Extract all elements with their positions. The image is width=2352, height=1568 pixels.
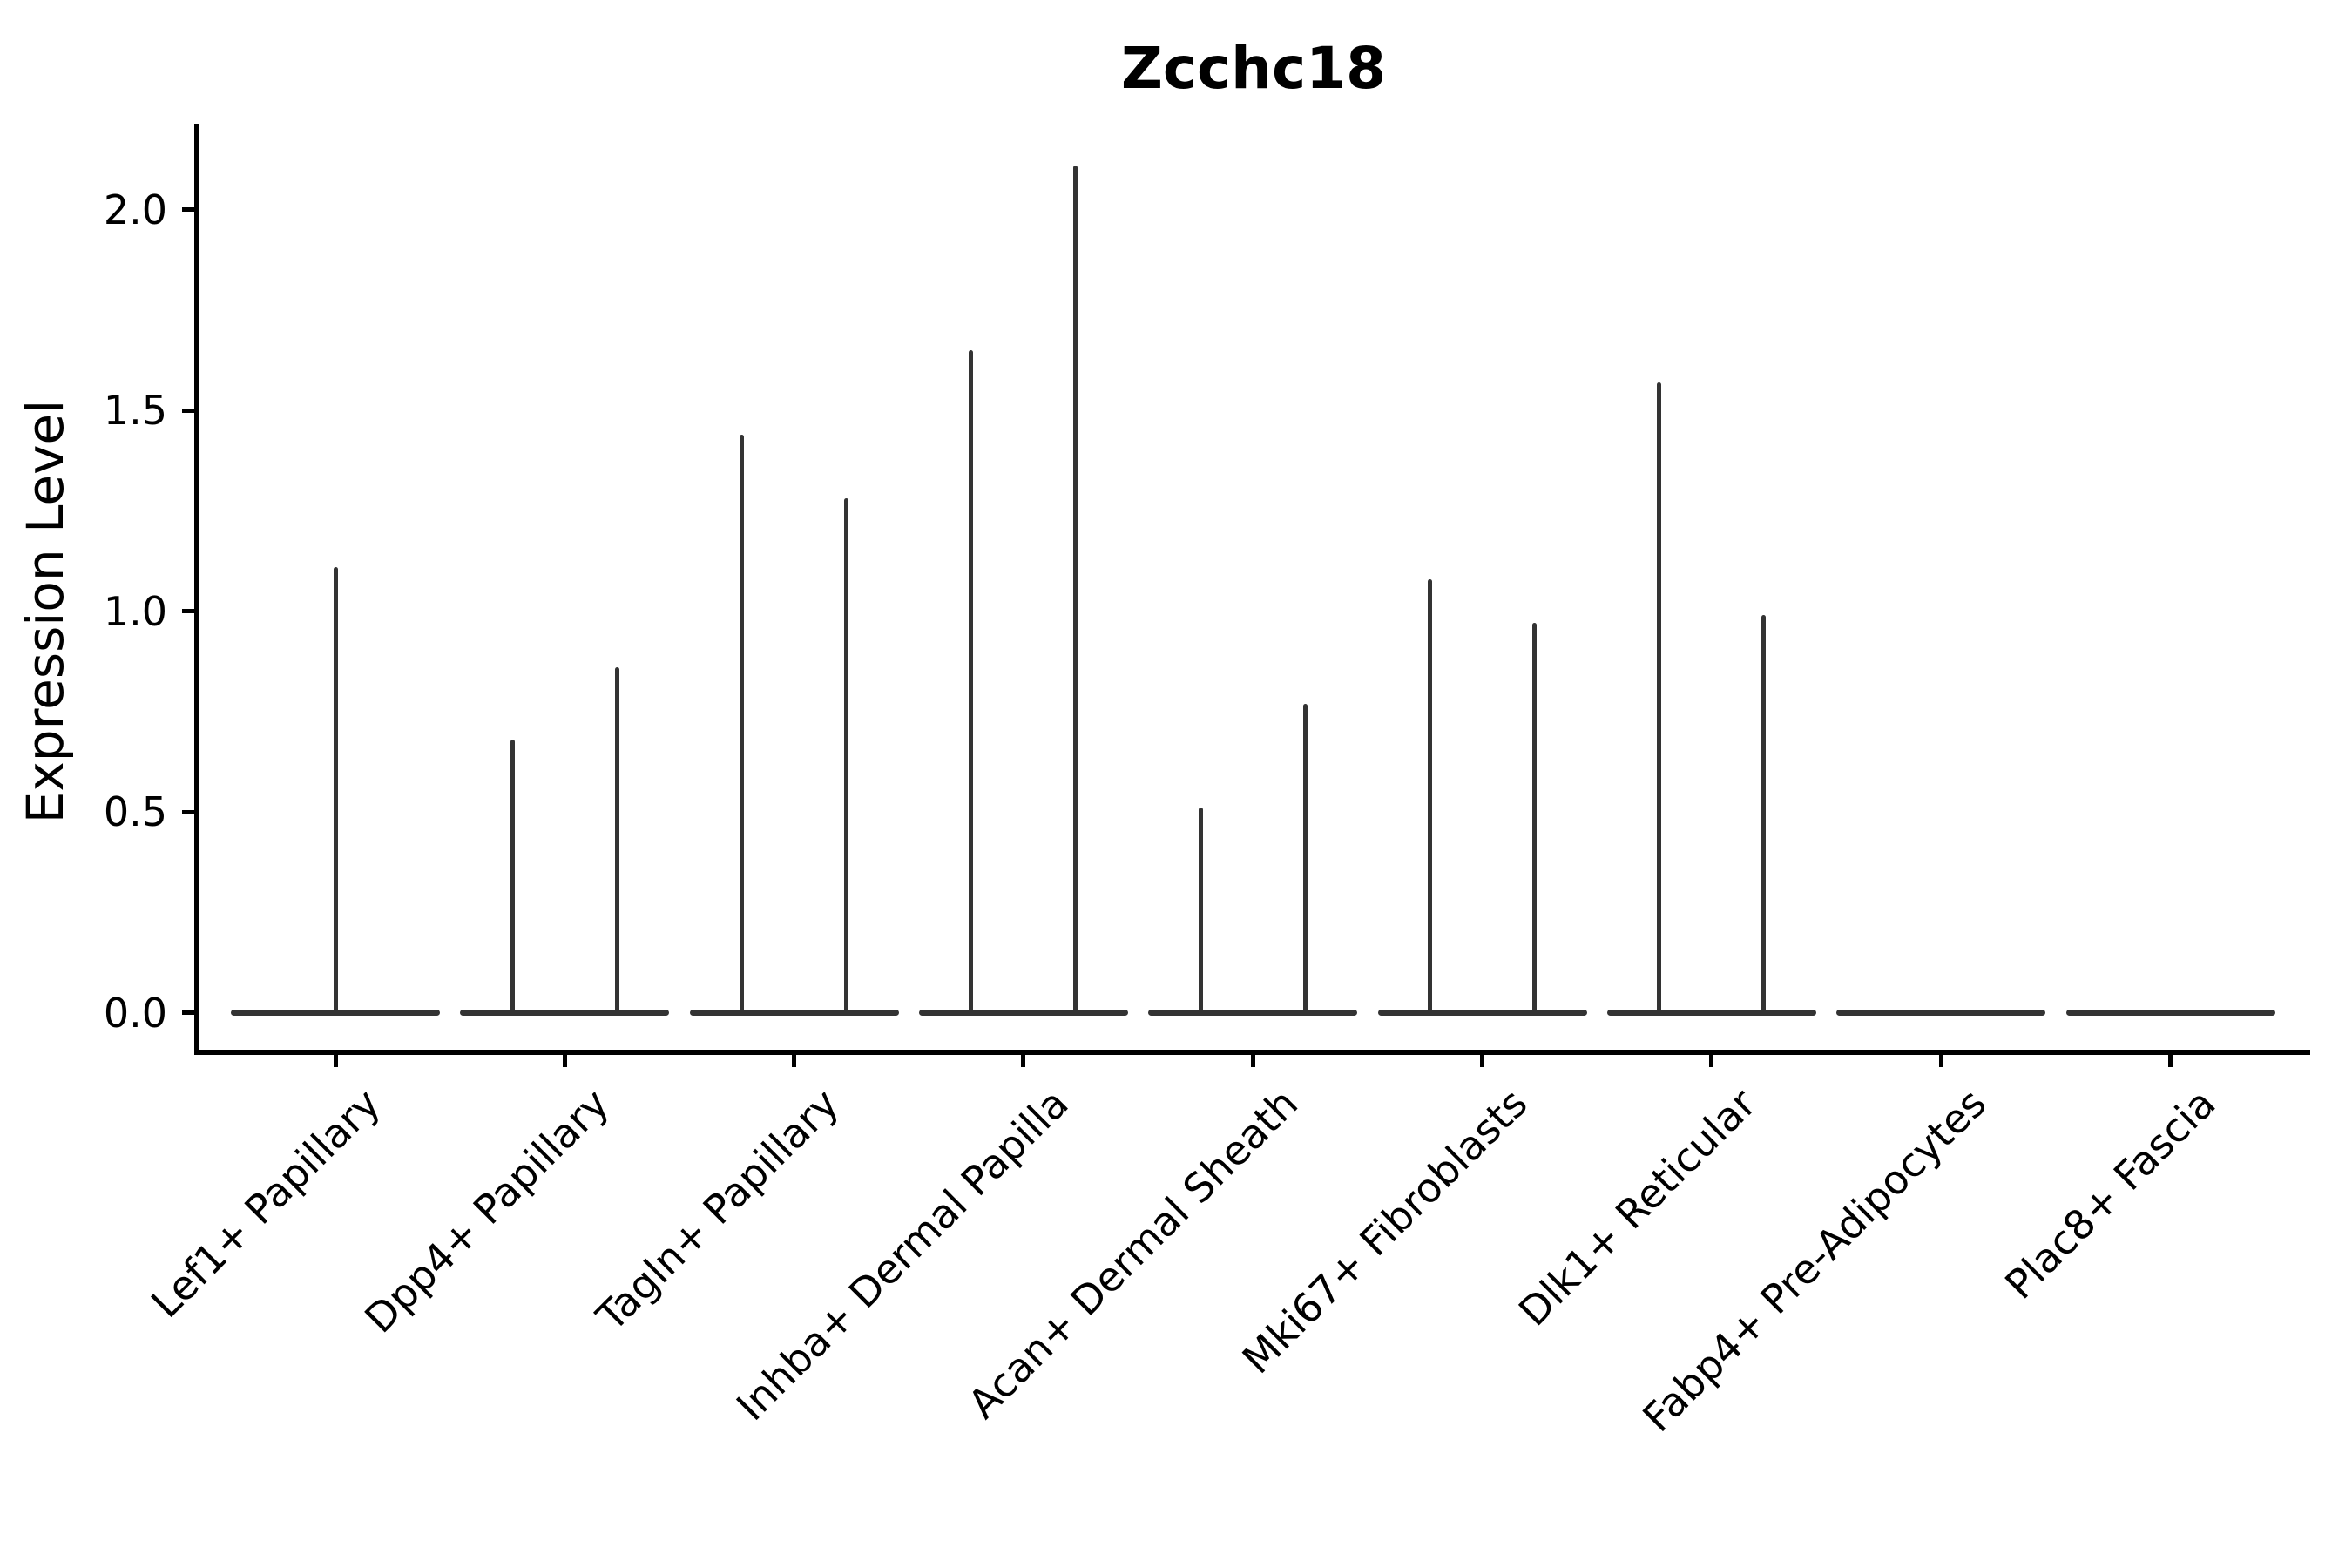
y-tick [181, 408, 194, 413]
y-tick [181, 609, 194, 613]
x-tick [792, 1055, 797, 1067]
x-tick [333, 1055, 338, 1067]
violin-spike [844, 498, 849, 1013]
y-tick [181, 1010, 194, 1015]
y-tick-label: 0.5 [103, 788, 167, 835]
violin-spike [1532, 623, 1538, 1013]
violin-base [460, 1010, 670, 1016]
violin-base [231, 1010, 440, 1016]
violin-spike [510, 740, 515, 1013]
violin-spike [740, 434, 745, 1013]
violin-base [689, 1010, 899, 1016]
x-tick-label: Tagln+ Papillary [587, 1079, 848, 1341]
violin-spike [1302, 703, 1308, 1013]
violin-base [918, 1010, 1128, 1016]
violin-spike [333, 566, 338, 1013]
violin-base [2065, 1010, 2275, 1016]
violin-base [1606, 1010, 1816, 1016]
violin-spike [969, 349, 974, 1013]
violin-spike [1657, 382, 1662, 1013]
y-tick-label: 0.0 [103, 989, 167, 1037]
x-tick-label: Dpp4+ Papillary [355, 1079, 618, 1342]
y-tick-label: 1.5 [103, 387, 167, 434]
y-tick-label: 2.0 [103, 186, 167, 233]
violin-spike [614, 667, 619, 1013]
x-tick [1021, 1055, 1026, 1067]
x-tick [1938, 1055, 1943, 1067]
violin-base [1377, 1010, 1587, 1016]
chart-title: Zcchc18 [1120, 35, 1387, 102]
x-tick [562, 1055, 567, 1067]
violin-base [1148, 1010, 1358, 1016]
x-tick [2168, 1055, 2173, 1067]
x-tick-label: Plac8+ Fascia [1995, 1079, 2225, 1308]
violin-spike [1428, 578, 1433, 1013]
y-axis-spine [193, 124, 199, 1055]
x-axis-spine [193, 1050, 2310, 1055]
y-tick-label: 1.0 [103, 587, 167, 635]
violin-base [1836, 1010, 2046, 1016]
x-tick [1709, 1055, 1714, 1067]
x-tick-label: Lef1+ Papillary [141, 1079, 389, 1328]
violin-spike [1073, 165, 1078, 1013]
x-tick [1250, 1055, 1255, 1067]
x-tick-label: Dlk1+ Reticular [1510, 1079, 1766, 1335]
y-tick [181, 207, 194, 212]
y-tick [181, 809, 194, 814]
x-tick [1480, 1055, 1485, 1067]
violin-spike [1761, 615, 1767, 1013]
violin-spike [1198, 808, 1203, 1013]
